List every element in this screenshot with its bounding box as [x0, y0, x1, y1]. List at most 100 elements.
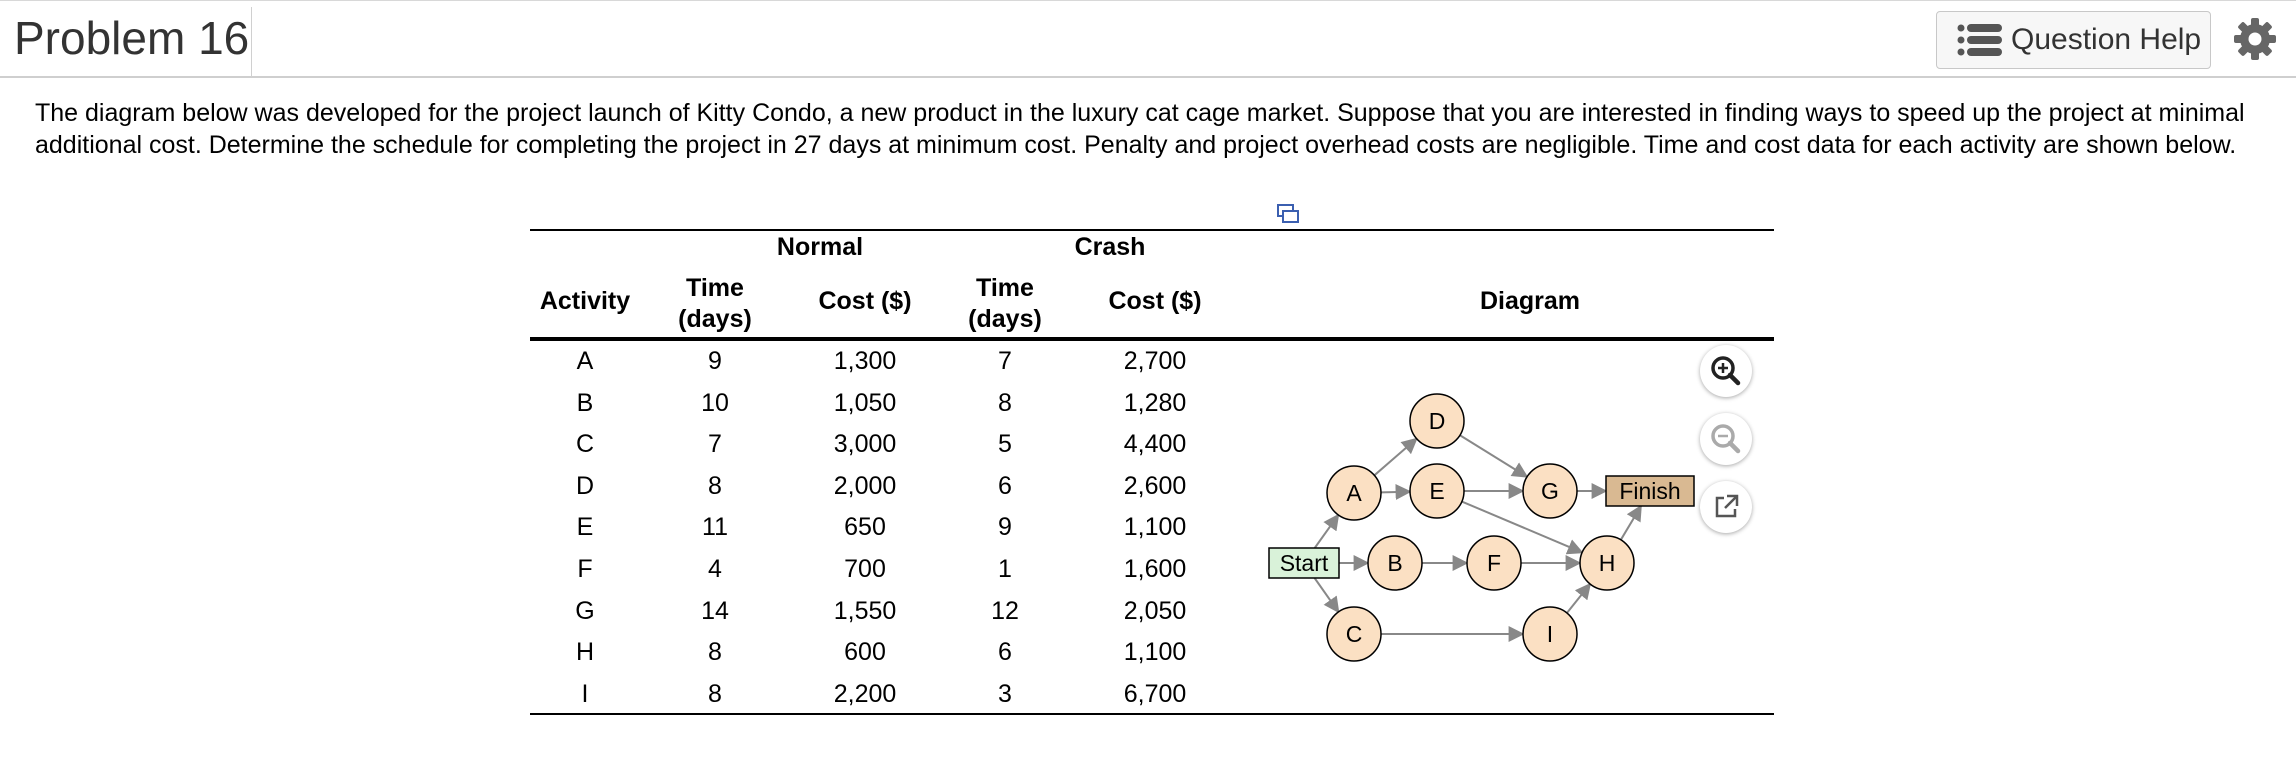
node-label: H	[1599, 550, 1616, 576]
normal-time-header-line2: (days)	[678, 305, 752, 333]
cell-activity: I	[581, 679, 589, 708]
cell-crash-cost: 6,700	[1123, 679, 1187, 708]
cell-normal-time: 4	[708, 555, 722, 583]
title-divider	[251, 7, 252, 77]
cell-crash-cost: 4,400	[1123, 430, 1187, 459]
table-header-rule	[530, 337, 1774, 341]
page-title: Problem 16	[14, 12, 250, 64]
cell-normal-time: 11	[702, 513, 728, 542]
edge-a-to-e	[1380, 483, 1412, 500]
zoom-out-button[interactable]	[1700, 413, 1752, 465]
cell-crash-time: 12	[991, 596, 1019, 625]
cell-normal-time: 7	[708, 430, 722, 459]
diagram-column-header: Diagram	[1479, 287, 1581, 315]
cell-activity: B	[576, 388, 594, 417]
cell-crash-time: 6	[998, 471, 1012, 500]
cell-crash-time: 9	[998, 513, 1012, 542]
node-b: B	[1367, 535, 1423, 591]
cell-activity: E	[576, 513, 594, 542]
node-e: E	[1409, 463, 1465, 519]
finish-node: Finish	[1605, 475, 1695, 507]
cell-normal-time: 14	[701, 596, 729, 625]
settings-gear-icon[interactable]	[2232, 16, 2278, 62]
cell-crash-time: 6	[998, 638, 1012, 667]
normal-cost-column-header: Cost ($)	[818, 287, 912, 315]
node-d: D	[1409, 393, 1465, 449]
node-c: C	[1326, 606, 1382, 662]
cell-normal-cost: 1,300	[833, 347, 897, 375]
cell-crash-cost: 2,600	[1123, 471, 1187, 500]
activity-column-header: Activity	[539, 287, 631, 315]
cell-activity: H	[575, 638, 595, 667]
edge-e-to-h	[1461, 500, 1584, 555]
question-help-button[interactable]: Question Help	[1936, 11, 2211, 69]
cell-normal-cost: 2,000	[833, 471, 897, 500]
edge-i-to-h	[1566, 582, 1592, 614]
cell-normal-time: 8	[708, 638, 722, 667]
popout-icon[interactable]	[1276, 203, 1300, 225]
cell-normal-time: 10	[701, 388, 729, 417]
cell-crash-time: 5	[998, 430, 1012, 459]
node-g: G	[1522, 463, 1578, 519]
cell-activity: F	[577, 555, 593, 583]
cell-normal-cost: 600	[844, 638, 886, 667]
cell-crash-cost: 1,100	[1123, 638, 1187, 667]
cell-normal-cost: 650	[844, 513, 886, 542]
node-label: D	[1429, 408, 1446, 434]
cell-crash-time: 3	[998, 679, 1012, 708]
crash-time-column-header: Time (days)	[940, 273, 1070, 335]
node-f: F	[1466, 535, 1522, 591]
cell-crash-cost: 1,600	[1123, 555, 1187, 583]
node-h: H	[1579, 535, 1635, 591]
node-i: I	[1522, 606, 1578, 662]
normal-group-header: Normal	[776, 233, 864, 261]
edge-start-to-a	[1313, 513, 1340, 549]
node-label: C	[1346, 621, 1363, 647]
zoom-out-icon	[1711, 424, 1741, 454]
node-label: F	[1487, 550, 1501, 576]
node-a: A	[1326, 465, 1382, 521]
node-label: G	[1541, 478, 1559, 504]
zoom-in-icon	[1711, 356, 1741, 386]
start-node: Start	[1268, 547, 1340, 579]
zoom-in-button[interactable]	[1700, 345, 1752, 397]
normal-time-header-line1: Time	[686, 274, 744, 302]
cell-crash-cost: 2,050	[1123, 596, 1187, 625]
network-diagram: A B C D E F G H I Start Finish	[1264, 358, 1724, 668]
crash-group-header: Crash	[1074, 233, 1146, 261]
problem-statement: The diagram below was developed for the …	[35, 99, 2245, 159]
crash-cost-column-header: Cost ($)	[1108, 287, 1202, 315]
edge-start-to-c	[1313, 577, 1340, 614]
cell-crash-cost: 2,700	[1123, 347, 1187, 375]
cell-activity: G	[575, 596, 595, 625]
cell-normal-cost: 2,200	[833, 679, 897, 708]
node-label: A	[1346, 480, 1362, 506]
node-label: Start	[1280, 550, 1329, 576]
cell-crash-cost: 1,280	[1123, 388, 1187, 417]
cell-activity: C	[575, 430, 595, 459]
normal-time-column-header: Time (days)	[650, 273, 780, 335]
cell-normal-time: 8	[708, 471, 722, 500]
crash-time-header-line1: Time	[976, 274, 1034, 302]
cell-normal-cost: 1,050	[833, 388, 897, 417]
cell-normal-cost: 1,550	[833, 596, 897, 625]
cell-normal-time: 8	[708, 679, 722, 708]
header-bar: Problem 16 Question Help	[0, 0, 2296, 78]
crash-time-header-line2: (days)	[968, 305, 1042, 333]
node-label: I	[1547, 621, 1553, 647]
open-external-button[interactable]	[1700, 481, 1752, 533]
node-label: E	[1429, 478, 1444, 504]
cell-crash-time: 7	[998, 347, 1012, 375]
edge-a-to-d	[1373, 437, 1418, 477]
node-label: Finish	[1619, 478, 1680, 504]
cell-crash-time: 1	[998, 555, 1012, 583]
cell-normal-cost: 700	[844, 555, 886, 583]
question-help-label: Question Help	[2011, 23, 2202, 56]
cell-normal-cost: 3,000	[833, 430, 897, 459]
node-label: B	[1387, 550, 1402, 576]
cell-crash-time: 8	[998, 388, 1012, 417]
external-link-icon	[1715, 494, 1739, 518]
list-icon	[1957, 23, 2003, 57]
table-bottom-rule	[530, 713, 1774, 715]
cell-activity: A	[576, 347, 594, 375]
